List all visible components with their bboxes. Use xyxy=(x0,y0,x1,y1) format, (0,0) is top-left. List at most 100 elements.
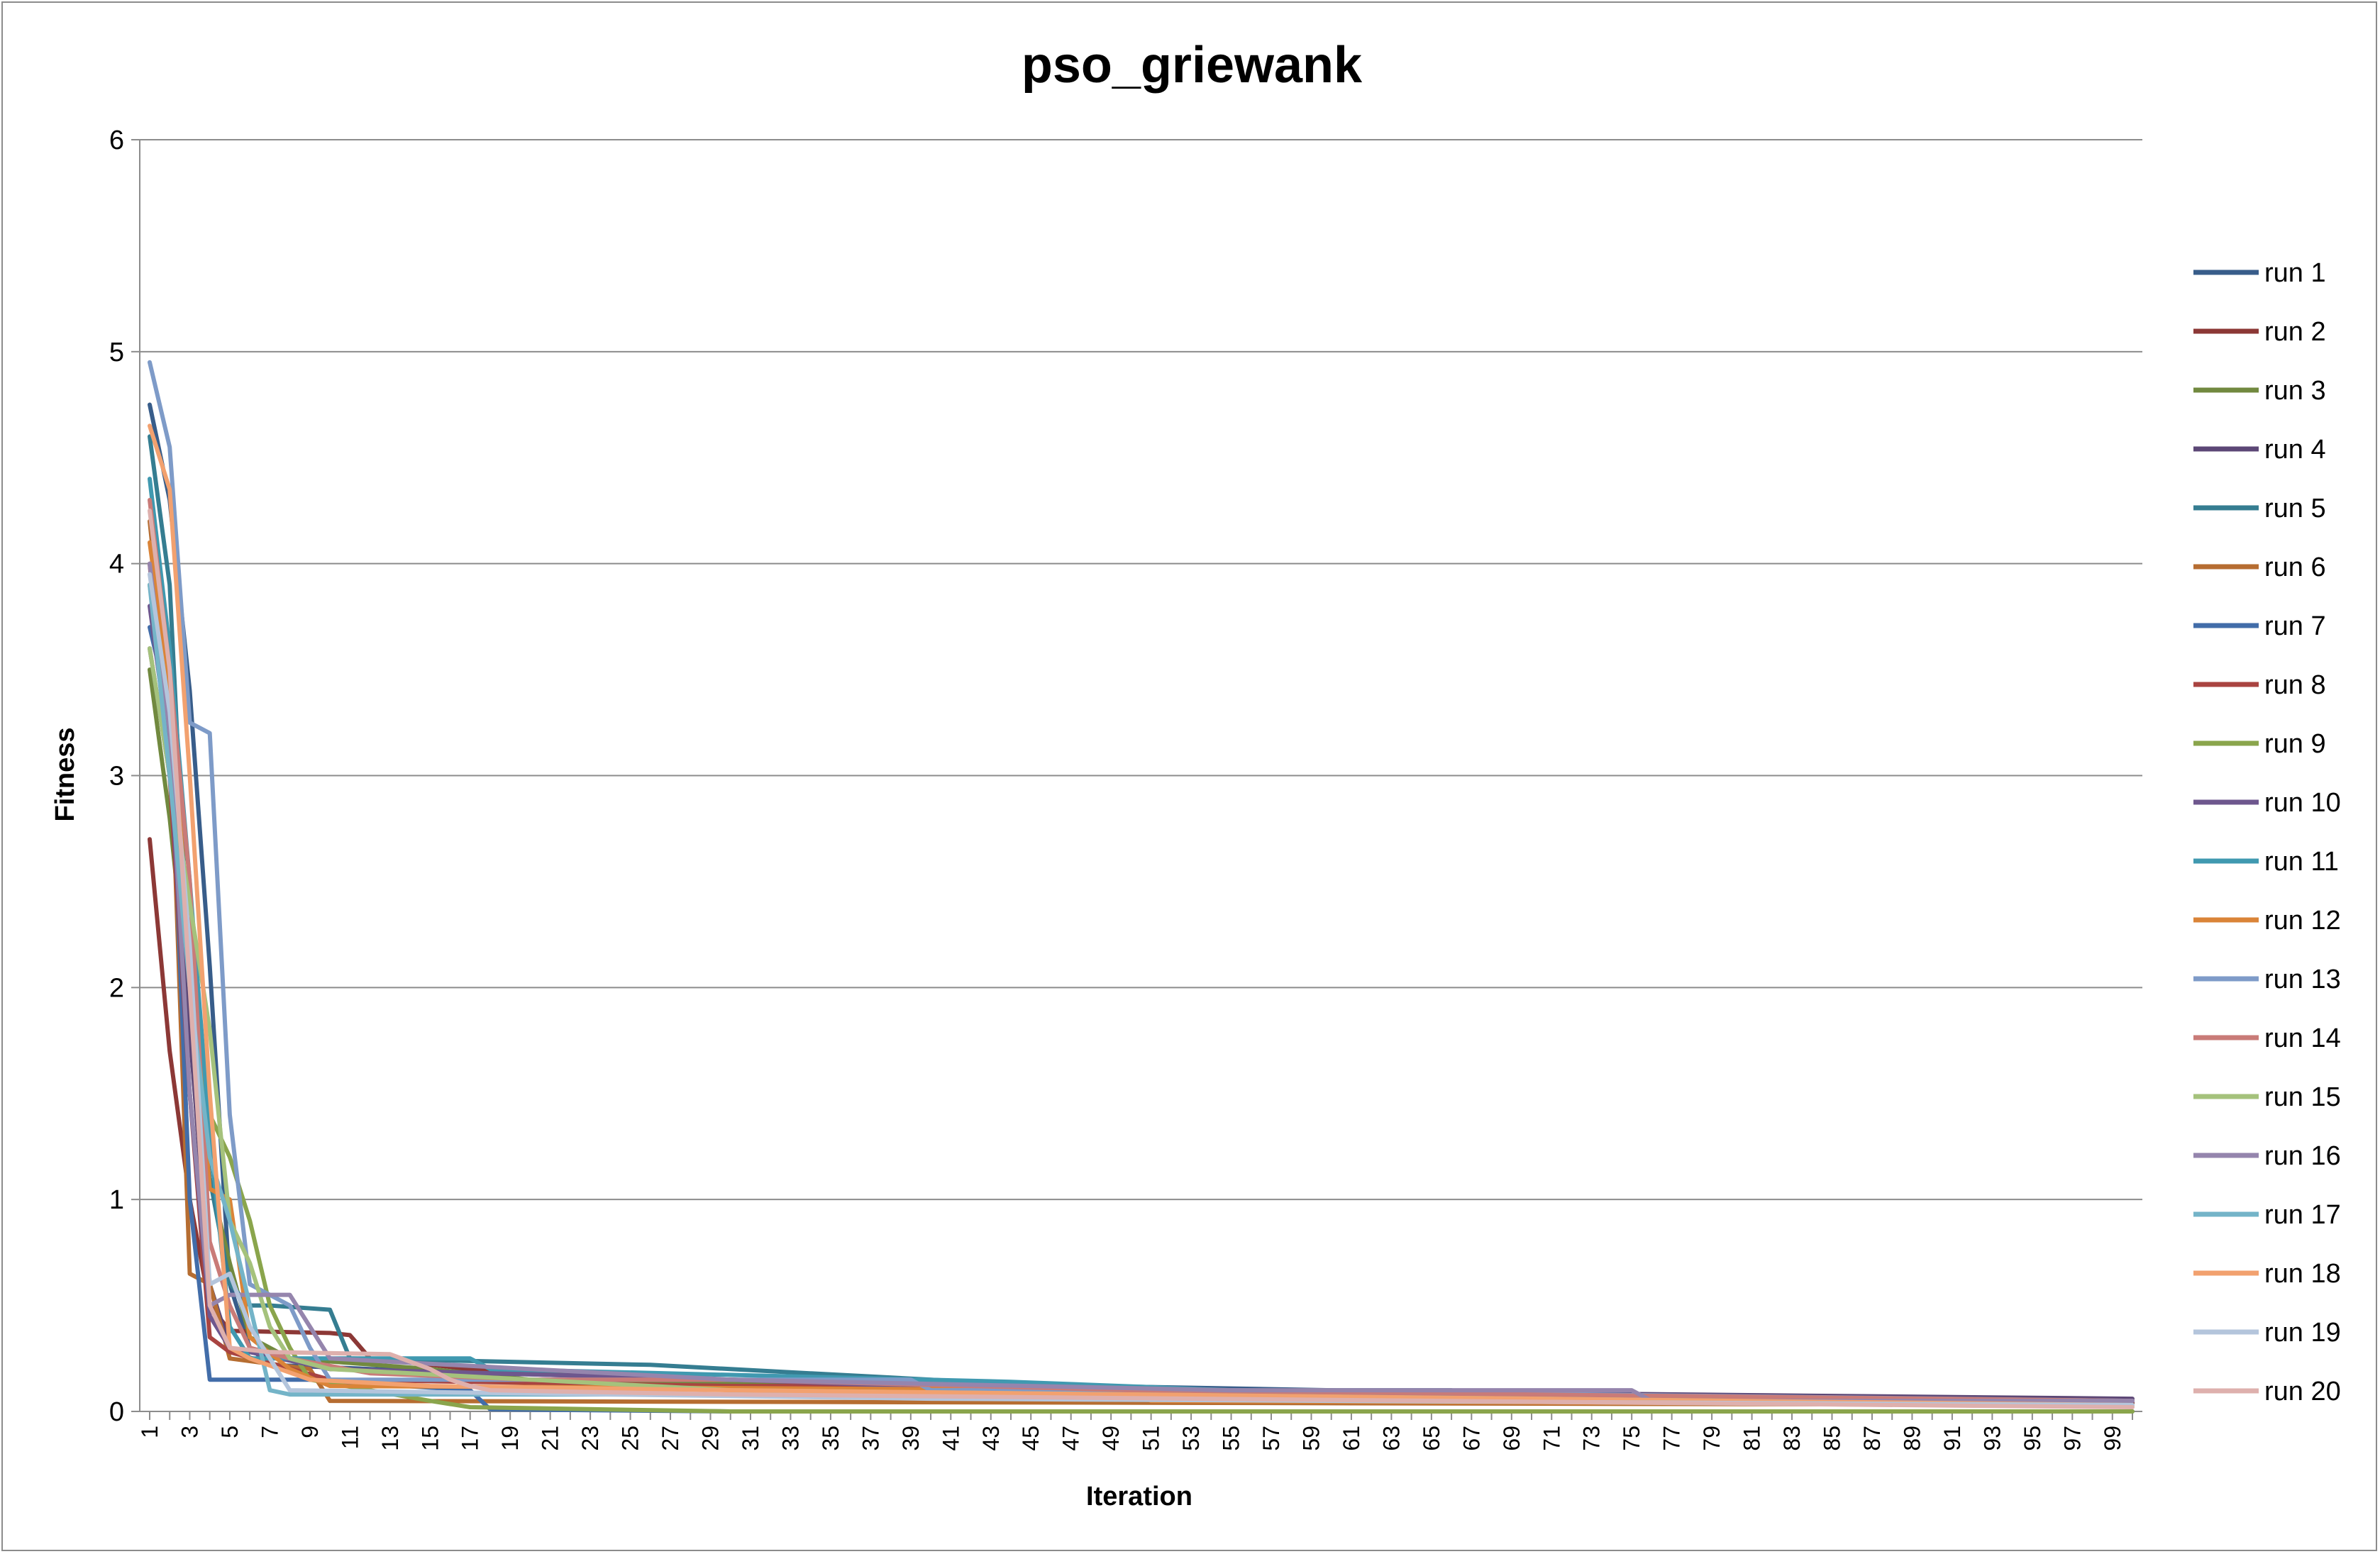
x-tick-label: 85 xyxy=(1820,1426,1845,1451)
x-tick-label: 11 xyxy=(337,1426,362,1449)
series-line-8 xyxy=(148,561,2135,1407)
series-line-20 xyxy=(148,509,2135,1409)
x-tick-label: 71 xyxy=(1539,1426,1564,1451)
x-tick-label: 5 xyxy=(217,1426,243,1438)
y-tick-label: 4 xyxy=(109,550,124,579)
legend-label: run 9 xyxy=(2264,729,2326,759)
x-tick-label: 49 xyxy=(1098,1426,1124,1451)
legend-label: run 10 xyxy=(2264,788,2341,818)
series-line-14 xyxy=(148,498,2135,1404)
x-axis-title: Iteration xyxy=(1086,1482,1192,1511)
gridlines xyxy=(140,139,2142,1201)
legend-label: run 4 xyxy=(2264,435,2326,465)
series-line-15 xyxy=(148,646,2135,1407)
x-tick-label: 51 xyxy=(1139,1426,1164,1451)
x-tick-label: 65 xyxy=(1419,1426,1444,1451)
x-tick-label: 69 xyxy=(1499,1426,1524,1451)
x-tick-label: 77 xyxy=(1659,1426,1685,1451)
legend-label: run 17 xyxy=(2264,1200,2341,1230)
chart-title: pso_griewank xyxy=(1022,37,1363,94)
y-tick-label: 2 xyxy=(109,973,124,1003)
series-line-16 xyxy=(148,561,2135,1404)
x-tick-label: 25 xyxy=(618,1426,643,1451)
x-tick-label: 57 xyxy=(1258,1426,1284,1451)
series-line-17 xyxy=(148,582,2135,1407)
legend-label: run 19 xyxy=(2264,1318,2341,1348)
legend-label: run 5 xyxy=(2264,494,2326,523)
x-tick-label: 35 xyxy=(818,1426,843,1451)
x-tick-label: 13 xyxy=(377,1426,403,1451)
legend-label: run 2 xyxy=(2264,317,2326,347)
x-tick-label: 45 xyxy=(1018,1426,1044,1451)
x-tick-label: 1 xyxy=(137,1426,162,1438)
x-tick-label: 29 xyxy=(698,1426,724,1451)
x-tick-label: 43 xyxy=(978,1426,1004,1451)
series-line-6 xyxy=(148,518,2135,1407)
x-tick-label: 99 xyxy=(2100,1426,2125,1451)
x-tick-label: 41 xyxy=(938,1426,963,1451)
legend-label: run 16 xyxy=(2264,1141,2341,1171)
series-line-7 xyxy=(148,625,2135,1414)
legend: run 1 run 2 run 3 run 4 run 5 run 6 run 7 run 8… xyxy=(2193,258,2341,1406)
legend-label: run 15 xyxy=(2264,1082,2341,1112)
y-axis-title: Fitness xyxy=(50,727,80,821)
x-tick-label: 3 xyxy=(177,1426,202,1438)
series-line-13 xyxy=(148,360,2135,1404)
series-line-10 xyxy=(148,604,2135,1404)
legend-label: run 6 xyxy=(2264,553,2326,582)
series-line-5 xyxy=(148,434,2135,1404)
x-tick-label: 47 xyxy=(1058,1426,1084,1451)
x-tick-label: 75 xyxy=(1619,1426,1644,1451)
x-tick-label: 89 xyxy=(1899,1426,1925,1451)
x-tick-label: 37 xyxy=(858,1426,883,1451)
legend-label: run 7 xyxy=(2264,611,2326,641)
series-lines xyxy=(148,360,2135,1414)
legend-label: run 20 xyxy=(2264,1377,2341,1406)
legend-label: run 3 xyxy=(2264,376,2326,406)
x-tick-label: 9 xyxy=(297,1426,323,1438)
x-tick-label: 33 xyxy=(777,1426,803,1451)
x-tick-label: 91 xyxy=(1939,1426,1965,1451)
x-tick-label: 97 xyxy=(2059,1426,2085,1451)
x-tick-label: 23 xyxy=(577,1426,603,1451)
x-tick-label: 7 xyxy=(257,1426,282,1438)
x-tick-label: 63 xyxy=(1378,1426,1404,1451)
x-tick-label: 79 xyxy=(1699,1426,1725,1451)
x-tick-label: 95 xyxy=(2020,1426,2045,1451)
y-tick-label: 5 xyxy=(109,338,124,367)
x-tick-label: 31 xyxy=(738,1426,763,1451)
x-tick-label: 59 xyxy=(1298,1426,1324,1451)
x-tick-label: 17 xyxy=(458,1426,483,1451)
x-tick-label: 87 xyxy=(1859,1426,1885,1451)
x-tick-label: 19 xyxy=(497,1426,523,1451)
x-tick-label: 61 xyxy=(1339,1426,1364,1451)
series-line-2 xyxy=(148,837,2135,1405)
x-tick-label: 81 xyxy=(1739,1426,1765,1451)
x-tick-label: 83 xyxy=(1779,1426,1805,1451)
legend-label: run 18 xyxy=(2264,1259,2341,1289)
series-line-3 xyxy=(148,667,2135,1407)
x-tick-label: 67 xyxy=(1459,1426,1484,1451)
legend-label: run 1 xyxy=(2264,258,2326,288)
x-axis-ticks: 1 3 5 7 9 11 13 15 17 19 21 23 25 27 29 31 33 35 37 39 41 43 4… xyxy=(137,1411,2133,1451)
legend-label: run 8 xyxy=(2264,670,2326,700)
series-line-18 xyxy=(148,423,2135,1407)
y-tick-label: 0 xyxy=(109,1397,124,1427)
x-tick-label: 53 xyxy=(1178,1426,1204,1451)
x-tick-label: 15 xyxy=(417,1426,443,1451)
legend-label: run 14 xyxy=(2264,1023,2341,1053)
series-line-9 xyxy=(148,582,2135,1414)
x-tick-label: 21 xyxy=(538,1426,563,1451)
y-axis-ticks: 0 1 2 3 4 5 6 xyxy=(109,126,140,1427)
series-line-11 xyxy=(148,477,2135,1407)
x-tick-label: 55 xyxy=(1219,1426,1244,1451)
x-tick-label: 93 xyxy=(1979,1426,2005,1451)
series-line-1 xyxy=(148,402,2135,1405)
x-tick-label: 73 xyxy=(1579,1426,1605,1451)
series-line-12 xyxy=(148,540,2135,1407)
y-tick-label: 6 xyxy=(109,126,124,155)
series-line-4 xyxy=(148,646,2135,1402)
y-tick-label: 3 xyxy=(109,762,124,792)
